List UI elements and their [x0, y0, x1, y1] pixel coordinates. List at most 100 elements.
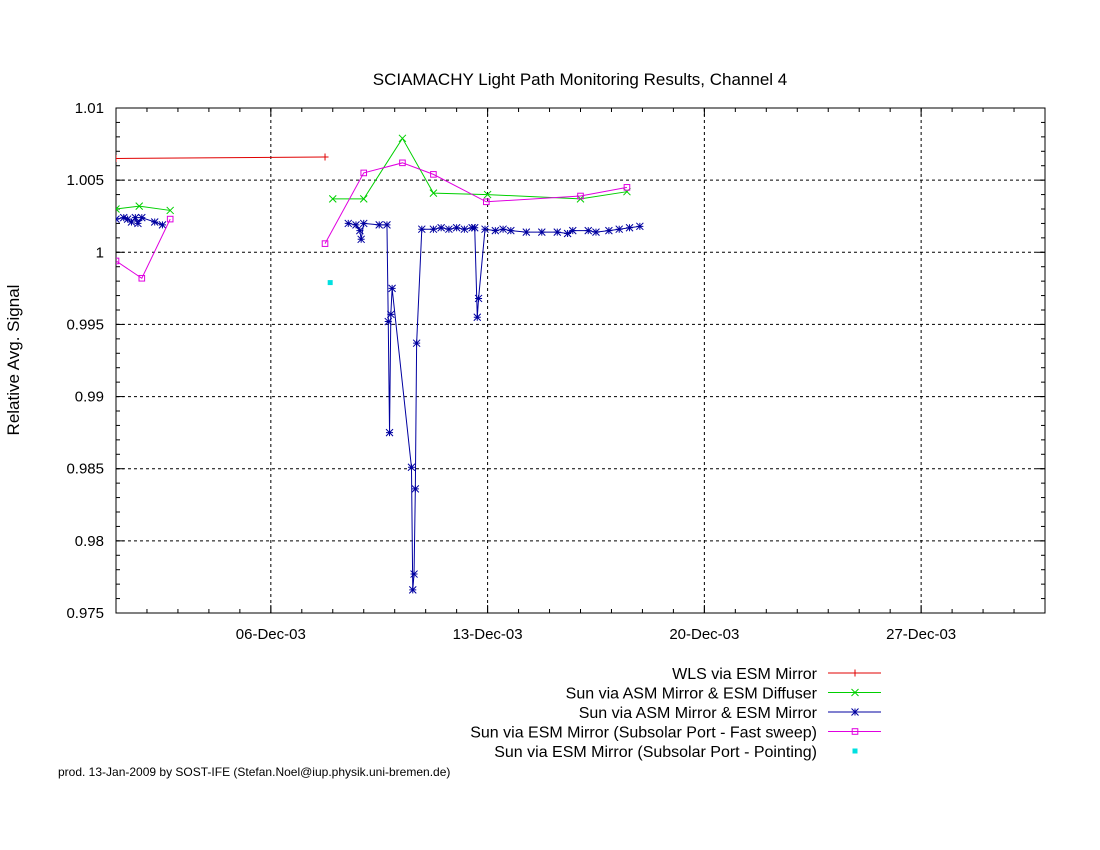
data-point [429, 225, 438, 234]
data-point [470, 223, 479, 232]
x-tick-label: 06-Dec-03 [236, 626, 306, 643]
data-point [483, 190, 492, 199]
data-point [398, 134, 407, 143]
data-point [625, 223, 634, 232]
series-line [332, 137, 628, 200]
data-point [158, 221, 167, 229]
data-point [123, 215, 132, 223]
data-point [491, 226, 500, 235]
series-line [116, 156, 326, 159]
data-point [360, 169, 368, 177]
data-point [138, 274, 146, 282]
data-point [137, 213, 146, 222]
data-point [411, 485, 420, 493]
y-tick-label: 1.005 [66, 172, 104, 189]
y-axis-label: Relative Avg. Signal [4, 285, 23, 436]
series-4 [327, 280, 333, 286]
legend-marker [851, 708, 859, 716]
data-point [474, 294, 483, 303]
y-tick-label: 1.01 [75, 100, 104, 117]
data-point [460, 225, 469, 234]
data-point [384, 317, 393, 326]
data-point [592, 228, 600, 236]
series-line [348, 222, 640, 590]
data-point [386, 310, 395, 319]
legend-marker [851, 669, 859, 677]
data-point [408, 586, 417, 594]
data-point [134, 219, 142, 228]
data-point [568, 226, 577, 235]
data-point [356, 226, 364, 235]
legend-marker [851, 728, 859, 735]
data-point [537, 228, 546, 236]
plot-frame [115, 107, 1046, 614]
data-point [584, 226, 593, 235]
data-point [375, 221, 384, 229]
y-tick-label: 0.985 [66, 461, 104, 478]
data-point [399, 159, 406, 167]
y-tick-label: 0.975 [66, 605, 104, 622]
data-point [166, 206, 175, 215]
footer-credit: prod. 13-Jan-2009 by SOST-IFE (Stefan.No… [58, 765, 450, 779]
y-tick-label: 0.995 [66, 316, 104, 333]
data-point [116, 205, 120, 213]
data-point [481, 225, 489, 234]
data-point [119, 213, 128, 222]
axes: 1.01 1.005 1 0.995 0.99 0.985 0.98 0.975 06-Dec-… [66, 100, 1046, 643]
data-point [383, 221, 391, 229]
x-tick-label: 27-Dec-03 [886, 626, 956, 643]
legend-label: Sun via ESM Mirror (Subsolar Port - Fast… [470, 725, 817, 742]
data-point [321, 240, 329, 247]
y-tick-label: 1 [96, 244, 104, 261]
data-point [452, 223, 461, 232]
data-point [116, 257, 120, 265]
series-line [116, 218, 171, 279]
data-point [385, 428, 394, 437]
series-line [116, 205, 171, 211]
legend-marker [852, 748, 858, 754]
grid-lines [116, 108, 1045, 613]
x-tick-label: 20-Dec-03 [669, 626, 739, 643]
data-point [321, 153, 329, 161]
data-point [131, 213, 140, 222]
legend-label: WLS via ESM Mirror [672, 666, 818, 683]
data-point [359, 195, 368, 203]
series-2 [116, 213, 644, 594]
data-point [116, 155, 120, 162]
data-point [635, 222, 644, 231]
data-point [410, 570, 418, 578]
data-point [522, 228, 531, 236]
data-point [150, 218, 159, 226]
data-point [359, 219, 368, 228]
data-point [605, 226, 613, 235]
y-tick-label: 0.99 [75, 389, 104, 406]
series-line [324, 162, 628, 244]
legend-label: Sun via ASM Mirror & ESM Mirror [579, 705, 818, 722]
data-point [615, 225, 624, 234]
data-point [166, 215, 174, 223]
data-point [412, 339, 421, 348]
data-point [445, 225, 453, 234]
data-point [357, 235, 366, 244]
data-point [135, 202, 144, 210]
data-point [127, 218, 136, 226]
data-point [430, 171, 437, 178]
data-point [499, 225, 507, 234]
data-point [553, 228, 562, 236]
data-point [344, 219, 353, 228]
series-3 [116, 159, 631, 282]
data-point [563, 229, 572, 238]
series-0 [116, 153, 329, 162]
data-point [437, 223, 446, 232]
data-point [352, 221, 360, 229]
data-point [577, 192, 584, 200]
y-tick-label: 0.98 [75, 533, 104, 550]
data-point [116, 215, 120, 223]
legend-label: Sun via ASM Mirror & ESM Diffuser [566, 686, 818, 703]
legend: WLS via ESM Mirror Sun via ASM Mirror & E… [470, 666, 881, 761]
x-tick-label: 13-Dec-03 [453, 626, 523, 643]
legend-label: Sun via ESM Mirror (Subsolar Port - Poin… [494, 744, 817, 761]
data-point [483, 198, 490, 206]
series-layer [116, 134, 644, 594]
